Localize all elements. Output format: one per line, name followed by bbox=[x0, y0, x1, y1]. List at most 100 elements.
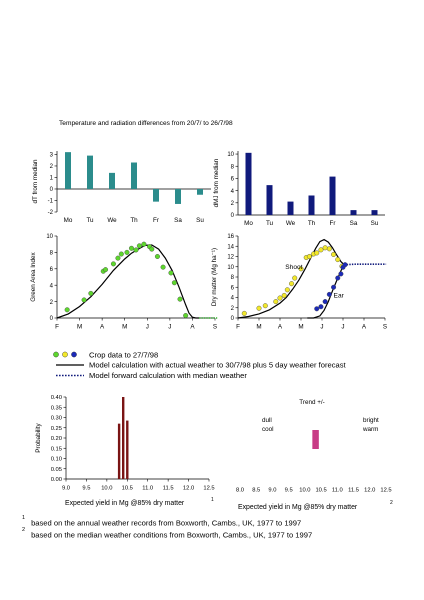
dT-bar bbox=[65, 152, 71, 189]
dT-y-tick-label: 3 bbox=[50, 153, 54, 159]
dm-observed-shoot-point bbox=[314, 250, 320, 256]
drymatter-y-tick-label: 14 bbox=[227, 244, 234, 250]
dT-bar bbox=[109, 172, 115, 189]
gai-y-tick-label: 2 bbox=[50, 300, 54, 306]
gai-x-tick-label: F bbox=[55, 324, 59, 331]
dT-bar bbox=[87, 155, 93, 189]
dMJ-bar bbox=[245, 152, 252, 215]
trend-x-tick-label: 11.5 bbox=[348, 488, 359, 494]
prob-y-axis-label: Probability bbox=[35, 422, 42, 452]
trend-x-tick-label: 9.0 bbox=[268, 488, 276, 494]
prob-x-tick-label: 10.5 bbox=[122, 486, 133, 492]
dm-model-ear-line bbox=[307, 264, 345, 319]
gai-x-tick-label: M bbox=[122, 324, 127, 331]
dm-observed-ear-point bbox=[338, 271, 344, 277]
drymatter-y-tick-label: 16 bbox=[227, 234, 234, 240]
footnote-1-text: based on the annual weather records from… bbox=[31, 518, 302, 528]
drymatter-x-tick-label: M bbox=[298, 324, 303, 331]
dMJ-bar bbox=[266, 185, 273, 215]
legend-dots-marker bbox=[53, 351, 77, 358]
dm-observed-shoot-point bbox=[292, 275, 298, 281]
dm-observed-ear-point bbox=[314, 306, 320, 312]
drymatter-y-tick-label: 6 bbox=[231, 285, 235, 291]
trend-x-tick-label: 9.5 bbox=[285, 488, 293, 494]
dT-x-tick-label: Tu bbox=[86, 217, 94, 224]
dm-observed-ear-point bbox=[331, 284, 337, 290]
prob-y-tick-label: 0.35 bbox=[51, 405, 62, 411]
footnote-2-text: based on the median weather conditions f… bbox=[31, 530, 313, 540]
dT-x-tick-label: Sa bbox=[174, 217, 182, 224]
drymatter-y-axis-label: Dry matter (Mg ha⁻¹) bbox=[211, 248, 218, 306]
dm-observed-shoot-point bbox=[273, 299, 279, 305]
gai-observed-point bbox=[177, 296, 183, 302]
gai-x-tick-label: S bbox=[213, 324, 217, 331]
dMJ-bar bbox=[308, 195, 315, 215]
gai-observed-point bbox=[136, 243, 142, 249]
trend-right-label-bright: bright bbox=[363, 417, 379, 424]
prob-x-tick-label: 11.5 bbox=[163, 486, 174, 492]
gai-model-actual-line bbox=[56, 244, 200, 319]
gai-observed-point bbox=[133, 247, 139, 253]
gai-observed-point bbox=[171, 280, 177, 286]
dMJ-bar bbox=[287, 201, 294, 215]
dT-y-tick-label: -1 bbox=[48, 199, 54, 205]
dm-observed-ear-point bbox=[335, 275, 341, 281]
dm-observed-shoot-point bbox=[277, 295, 283, 301]
gai-observed-point bbox=[81, 297, 87, 303]
gai-observed-point bbox=[110, 261, 116, 267]
legend-item-crop-data: Crop data to 27/7/98 bbox=[89, 351, 158, 360]
gai-x-tick-label: J bbox=[146, 324, 149, 331]
gai-x-tick-label: A bbox=[100, 324, 105, 331]
dMJ-y-tick-label: 4 bbox=[231, 189, 235, 195]
prob-x-tick-label: 12.0 bbox=[183, 486, 194, 492]
dm-observed-ear-point bbox=[342, 262, 348, 268]
trend-left-label-dull: dull bbox=[262, 417, 272, 424]
gai-observed-point bbox=[160, 264, 166, 270]
trend-x-tick-label: 8.0 bbox=[236, 488, 244, 494]
prob-y-tick-label: 0.40 bbox=[51, 395, 62, 401]
drymatter-y-tick-label: 0 bbox=[231, 316, 235, 322]
gai-observed-point bbox=[168, 270, 174, 276]
trend-x-axis-label: Expected yield in Mg @85% dry matter bbox=[238, 504, 358, 511]
drymatter-x-tick-label: A bbox=[278, 324, 283, 331]
legend-item-model-median: Model forward calculation with median we… bbox=[89, 371, 247, 380]
trend-x-tick-label: 12.5 bbox=[380, 488, 391, 494]
drymatter-y-tick-label: 4 bbox=[231, 296, 235, 302]
gai-observed-point bbox=[154, 253, 160, 259]
gai-observed-point bbox=[141, 241, 147, 247]
gai-observed-point bbox=[124, 249, 130, 255]
prob-x-tick-label: 10.0 bbox=[101, 486, 112, 492]
dMJ-x-tick-label: Tu bbox=[266, 220, 274, 227]
prob-x-tick-label: 11.0 bbox=[142, 486, 153, 492]
dm-observed-shoot-point bbox=[318, 247, 324, 253]
gai-y-tick-label: 4 bbox=[50, 283, 54, 289]
footnote-2: 2based on the median weather conditions … bbox=[22, 527, 313, 540]
dMJ-x-tick-label: Su bbox=[371, 220, 379, 227]
dMJ-x-tick-label: Sa bbox=[350, 220, 358, 227]
gai-observed-point bbox=[183, 313, 189, 319]
dm-observed-shoot-point bbox=[322, 245, 328, 251]
prob-y-tick-label: 0.05 bbox=[51, 467, 62, 473]
dT-bar bbox=[197, 188, 203, 195]
dMJ-x-tick-label: We bbox=[286, 220, 296, 227]
dm-observed-shoot-point bbox=[289, 281, 295, 287]
dm-observed-ear-point bbox=[322, 299, 328, 305]
dT-x-tick-label: Mo bbox=[64, 217, 73, 224]
dm-observed-ear-point bbox=[326, 291, 332, 297]
legend: Crop data to 27/7/98 Model calculation w… bbox=[53, 351, 347, 380]
gai-observed-point bbox=[88, 290, 94, 296]
gai-observed-point bbox=[118, 251, 124, 257]
dm-observed-shoot-point bbox=[298, 266, 304, 272]
dMJ-bar bbox=[350, 210, 357, 215]
prob-y-tick-label: 0.00 bbox=[51, 477, 62, 483]
dMJ-x-tick-label: Mo bbox=[244, 220, 253, 227]
dT-y-tick-label: 0 bbox=[50, 187, 54, 193]
dm-observed-shoot-point bbox=[306, 253, 312, 259]
dMJ-y-tick-label: 0 bbox=[231, 213, 235, 219]
prob-bar bbox=[126, 420, 129, 479]
prob-x-axis-label: Expected yield in Mg @85% dry matter bbox=[65, 500, 185, 507]
dm-observed-shoot-point bbox=[326, 246, 332, 252]
dT-y-axis-label: dT from median bbox=[32, 159, 39, 203]
dT-bar bbox=[131, 162, 137, 189]
